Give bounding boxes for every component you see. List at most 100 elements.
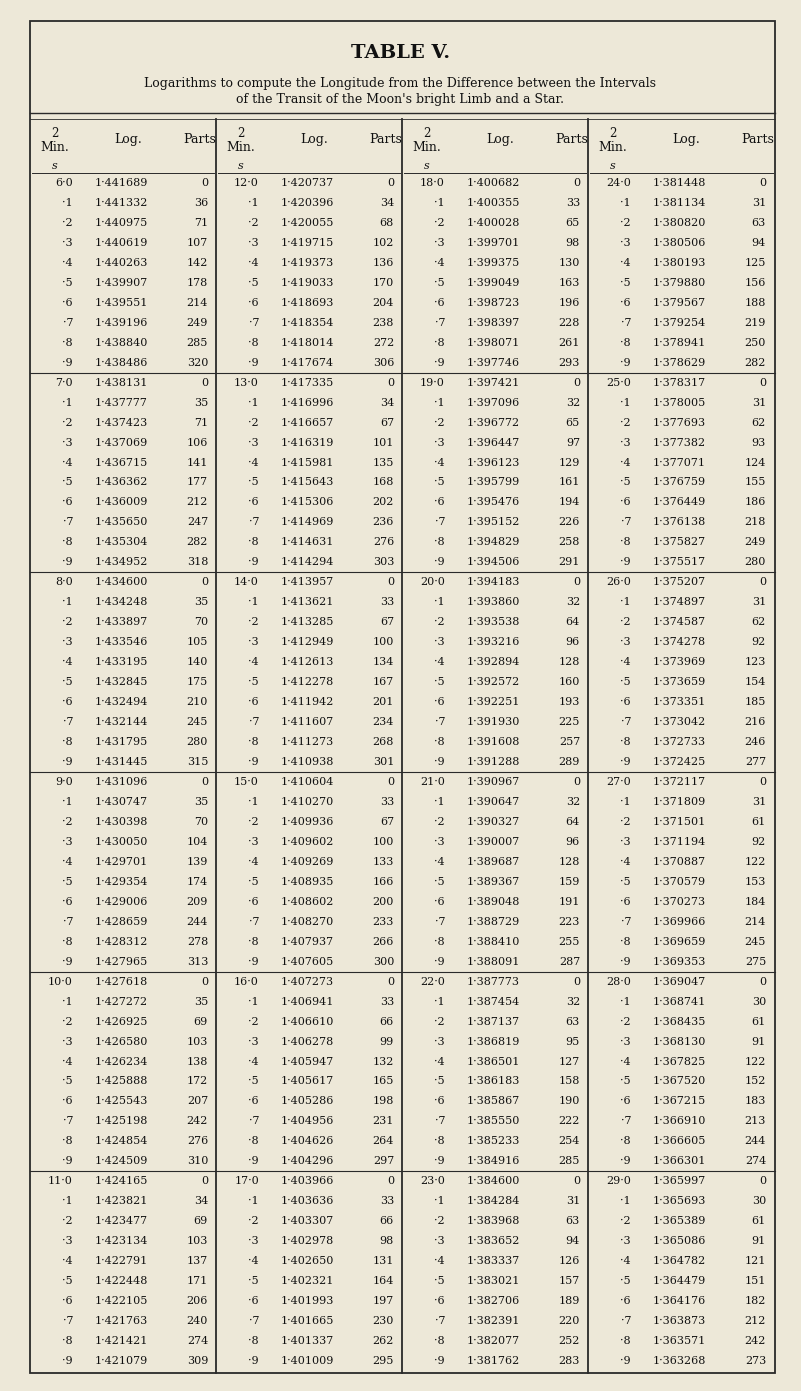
Text: ·3: ·3 — [248, 837, 259, 847]
Text: ·7: ·7 — [62, 718, 73, 727]
Text: 0: 0 — [573, 577, 580, 587]
Text: 1·426925: 1·426925 — [95, 1017, 148, 1027]
Text: ·6: ·6 — [434, 1096, 445, 1106]
Text: 1·437069: 1·437069 — [95, 438, 148, 448]
Text: ·1: ·1 — [248, 1196, 259, 1206]
Text: 1·402978: 1·402978 — [280, 1237, 334, 1246]
Text: ·8: ·8 — [621, 1136, 631, 1146]
Text: ·1: ·1 — [248, 398, 259, 408]
Text: 1·414631: 1·414631 — [280, 537, 334, 548]
Text: 293: 293 — [558, 357, 580, 367]
Text: 1·403966: 1·403966 — [280, 1177, 334, 1187]
Text: 1·371501: 1·371501 — [653, 817, 706, 826]
Text: 184: 184 — [745, 897, 766, 907]
Text: 264: 264 — [372, 1136, 394, 1146]
Text: 1·390647: 1·390647 — [467, 797, 520, 807]
Text: 0: 0 — [759, 778, 766, 787]
Text: 1·391608: 1·391608 — [467, 737, 520, 747]
Text: 297: 297 — [372, 1156, 394, 1166]
Text: ·2: ·2 — [248, 1017, 259, 1027]
Text: 94: 94 — [752, 238, 766, 248]
Text: ·9: ·9 — [62, 558, 73, 568]
Text: 198: 198 — [372, 1096, 394, 1106]
Text: ·6: ·6 — [434, 498, 445, 508]
Text: Log.: Log. — [114, 134, 142, 146]
Text: ·2: ·2 — [621, 618, 631, 627]
Text: 1·438840: 1·438840 — [95, 338, 148, 348]
Text: 91: 91 — [752, 1237, 766, 1246]
Text: 2: 2 — [237, 127, 244, 140]
Text: ·7: ·7 — [621, 718, 631, 727]
Text: 34: 34 — [380, 398, 394, 408]
Text: 1·425543: 1·425543 — [95, 1096, 148, 1106]
Text: 1·405286: 1·405286 — [280, 1096, 334, 1106]
Text: 1·431445: 1·431445 — [95, 757, 148, 766]
Text: 1·412949: 1·412949 — [280, 637, 334, 647]
Text: ·8: ·8 — [248, 338, 259, 348]
Text: 244: 244 — [187, 917, 208, 926]
Text: 134: 134 — [372, 657, 394, 668]
Text: 246: 246 — [745, 737, 766, 747]
Text: 14·0: 14·0 — [234, 577, 259, 587]
Text: 1·416996: 1·416996 — [280, 398, 334, 408]
Text: ·8: ·8 — [248, 737, 259, 747]
Text: TABLE V.: TABLE V. — [351, 45, 450, 63]
Text: 240: 240 — [187, 1316, 208, 1326]
Text: 1·419715: 1·419715 — [280, 238, 334, 248]
Text: ·7: ·7 — [248, 1117, 259, 1127]
Text: 1·371809: 1·371809 — [653, 797, 706, 807]
Text: ·9: ·9 — [621, 957, 631, 967]
Text: 1·412278: 1·412278 — [280, 677, 334, 687]
Text: ·8: ·8 — [62, 737, 73, 747]
Text: ·4: ·4 — [62, 1256, 73, 1266]
Text: ·5: ·5 — [434, 1077, 445, 1086]
Text: 1·427965: 1·427965 — [95, 957, 148, 967]
Text: 1·373969: 1·373969 — [653, 657, 706, 668]
Text: 1·375827: 1·375827 — [653, 537, 706, 548]
Text: ·3: ·3 — [248, 238, 259, 248]
Text: 1·425888: 1·425888 — [95, 1077, 148, 1086]
Text: 0: 0 — [573, 377, 580, 388]
Text: 31: 31 — [752, 797, 766, 807]
Text: 1·398071: 1·398071 — [467, 338, 520, 348]
Text: 152: 152 — [745, 1077, 766, 1086]
Text: 154: 154 — [745, 677, 766, 687]
Text: ·5: ·5 — [248, 677, 259, 687]
Text: ·8: ·8 — [248, 537, 259, 548]
Text: 130: 130 — [558, 257, 580, 268]
Text: 218: 218 — [745, 517, 766, 527]
Text: 32: 32 — [566, 797, 580, 807]
Text: ·1: ·1 — [62, 797, 73, 807]
Text: ·5: ·5 — [434, 1276, 445, 1287]
Text: 1·400028: 1·400028 — [467, 218, 520, 228]
Text: 1·420055: 1·420055 — [280, 218, 334, 228]
Text: 1·404296: 1·404296 — [280, 1156, 334, 1166]
Text: 1·409936: 1·409936 — [280, 817, 334, 826]
Text: 249: 249 — [745, 537, 766, 548]
Text: 35: 35 — [194, 797, 208, 807]
Text: 1·422105: 1·422105 — [95, 1296, 148, 1306]
Text: ·1: ·1 — [621, 398, 631, 408]
Text: 103: 103 — [187, 1237, 208, 1246]
Text: 35: 35 — [194, 398, 208, 408]
Text: ·5: ·5 — [434, 876, 445, 887]
Text: 1·438131: 1·438131 — [95, 377, 148, 388]
Text: 185: 185 — [745, 697, 766, 707]
Text: ·3: ·3 — [621, 1237, 631, 1246]
Text: ·6: ·6 — [248, 697, 259, 707]
Text: 1·381448: 1·381448 — [653, 178, 706, 188]
Text: 1·414294: 1·414294 — [280, 558, 334, 568]
Text: ·9: ·9 — [248, 957, 259, 967]
Text: 204: 204 — [372, 298, 394, 307]
Text: 0: 0 — [387, 976, 394, 986]
Text: 1·416657: 1·416657 — [280, 417, 334, 427]
Text: 102: 102 — [372, 238, 394, 248]
Text: 139: 139 — [187, 857, 208, 867]
Text: 0: 0 — [759, 577, 766, 587]
Text: ·9: ·9 — [248, 558, 259, 568]
Text: 1·387137: 1·387137 — [467, 1017, 520, 1027]
Text: 1·389687: 1·389687 — [467, 857, 520, 867]
Text: 1·369659: 1·369659 — [653, 936, 706, 947]
Text: 200: 200 — [372, 897, 394, 907]
Text: 1·433546: 1·433546 — [95, 637, 148, 647]
